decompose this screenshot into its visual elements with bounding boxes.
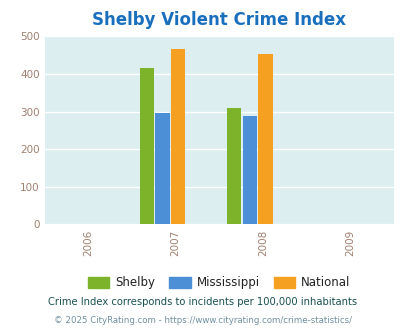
Bar: [171, 49, 185, 224]
Bar: [242, 116, 256, 224]
Title: Shelby Violent Crime Index: Shelby Violent Crime Index: [92, 11, 345, 29]
Bar: [155, 114, 169, 224]
Legend: Shelby, Mississippi, National: Shelby, Mississippi, National: [83, 272, 354, 294]
Text: Crime Index corresponds to incidents per 100,000 inhabitants: Crime Index corresponds to incidents per…: [48, 297, 357, 307]
Text: © 2025 CityRating.com - https://www.cityrating.com/crime-statistics/: © 2025 CityRating.com - https://www.city…: [54, 316, 351, 325]
Bar: [226, 108, 241, 224]
Bar: [258, 54, 272, 224]
Bar: [139, 68, 153, 224]
